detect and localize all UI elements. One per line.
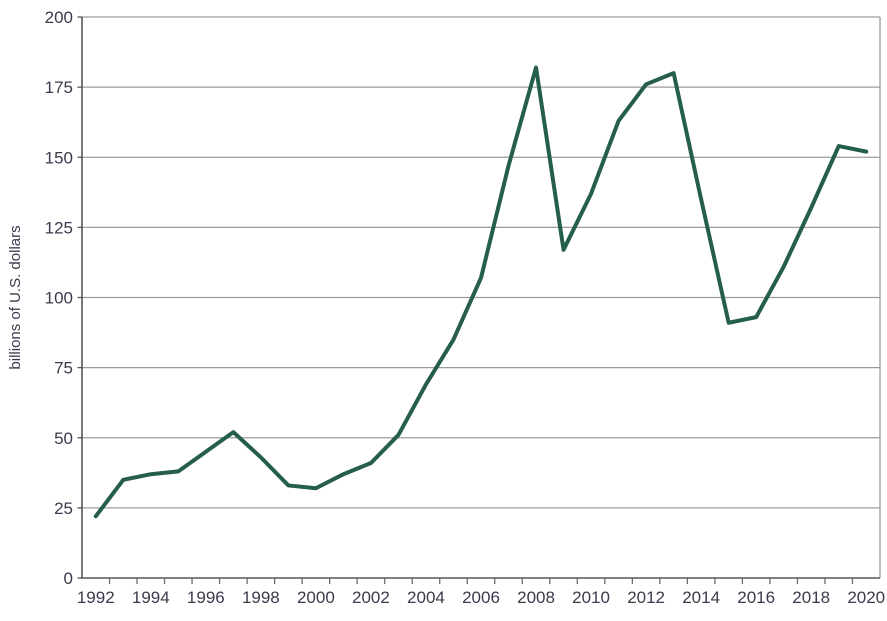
x-tick-label-2012: 2012: [627, 588, 665, 607]
x-tick-label-2020: 2020: [847, 588, 885, 607]
x-tick-label-2006: 2006: [462, 588, 500, 607]
y-axis-title: billions of U.S. dollars: [7, 225, 24, 369]
x-tick-label-1994: 1994: [132, 588, 170, 607]
y-tick-label-200: 200: [45, 8, 73, 27]
x-tick-label-2002: 2002: [352, 588, 390, 607]
y-tick-label-50: 50: [54, 429, 73, 448]
gridlines-group: [82, 16, 881, 578]
y-tick-label-175: 175: [45, 78, 73, 97]
y-tick-label-150: 150: [45, 148, 73, 167]
x-tick-label-2018: 2018: [792, 588, 830, 607]
x-tick-label-1998: 1998: [242, 588, 280, 607]
y-axis-ticks-group: 0 25 50 75 100 125 150 175 200: [45, 8, 82, 588]
y-tick-label-100: 100: [45, 289, 73, 308]
y-tick-label-0: 0: [64, 569, 73, 588]
x-tick-label-1996: 1996: [187, 588, 225, 607]
y-tick-label-75: 75: [54, 359, 73, 378]
data-line-billions of U.S. dollars: [93, 65, 869, 519]
y-tick-label-25: 25: [54, 499, 73, 518]
y-tick-label-125: 125: [45, 218, 73, 237]
x-tick-label-2010: 2010: [572, 588, 610, 607]
x-tick-label-2000: 2000: [297, 588, 335, 607]
x-tick-label-2008: 2008: [517, 588, 555, 607]
x-axis-ticks-group: 1992 1994 1996 1998 2000 2002 2004 2006 2008 2010…: [77, 578, 885, 607]
x-tick-label-2014: 2014: [682, 588, 720, 607]
data-series-group: [93, 65, 869, 519]
x-tick-label-2016: 2016: [737, 588, 775, 607]
x-tick-label-2004: 2004: [407, 588, 445, 607]
x-tick-label-1992: 1992: [77, 588, 115, 607]
